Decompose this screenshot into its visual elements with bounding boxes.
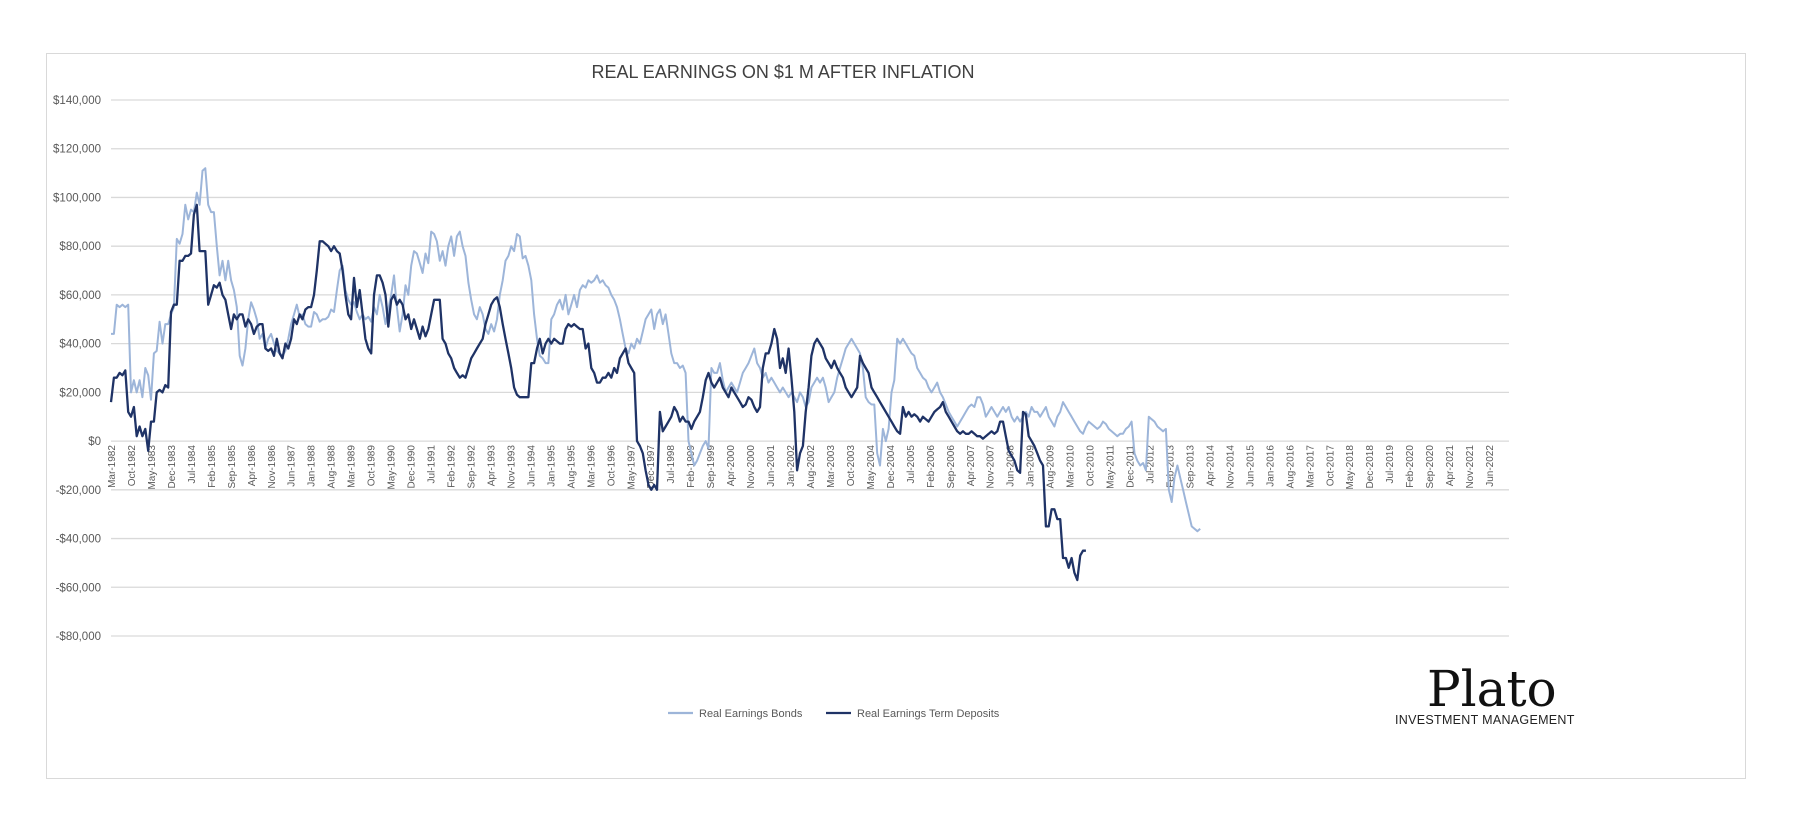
x-tick-label: Nov-2007 — [986, 445, 997, 489]
x-tick-label: Apr-2007 — [966, 445, 977, 487]
x-tick-label: Oct-2003 — [846, 445, 857, 487]
x-tick-label: Oct-2010 — [1086, 445, 1097, 487]
logo-subtitle: INVESTMENT MANAGEMENT — [1395, 713, 1575, 727]
series-line-0 — [111, 167, 1201, 533]
x-tick-label: Feb-2020 — [1405, 445, 1416, 488]
y-tick-label: $140,000 — [53, 95, 101, 107]
logo-wordmark: Plato — [1427, 660, 1557, 718]
x-tick-label: May-1983 — [147, 445, 158, 490]
x-tick-label: Oct-2017 — [1325, 445, 1336, 487]
x-tick-label: May-2018 — [1345, 445, 1356, 490]
x-tick-label: Jun-2008 — [1006, 445, 1017, 487]
x-tick-label: Nov-2014 — [1225, 445, 1236, 489]
plato-logo: Plato INVESTMENT MANAGEMENT — [1395, 660, 1575, 727]
x-tick-label: Jun-2022 — [1485, 445, 1496, 487]
x-tick-label: Feb-1999 — [686, 445, 697, 488]
x-tick-label: Dec-1983 — [167, 445, 178, 489]
x-tick-label: Aug-2016 — [1285, 445, 1296, 489]
legend-label-bonds: Real Earnings Bonds — [699, 708, 803, 720]
x-tick-label: Mar-2010 — [1066, 445, 1077, 488]
x-tick-label: Apr-1993 — [486, 445, 497, 487]
legend-label-term-deposits: Real Earnings Term Deposits — [857, 708, 1000, 720]
x-tick-label: Jul-2005 — [906, 445, 917, 484]
x-tick-label: Sep-2013 — [1185, 445, 1196, 489]
x-tick-label: May-2011 — [1106, 445, 1117, 489]
x-tick-label: Jan-2016 — [1265, 445, 1276, 487]
x-tick-label: Feb-1992 — [447, 445, 458, 488]
x-tick-label: Nov-2000 — [746, 445, 757, 489]
x-tick-label: Jan-1995 — [546, 445, 557, 487]
series-line-1 — [109, 203, 1086, 582]
y-tick-label: $40,000 — [59, 339, 101, 351]
x-tick-label: Feb-2006 — [926, 445, 937, 488]
x-tick-label: Nov-1986 — [267, 445, 278, 489]
x-tick-label: Nov-1993 — [506, 445, 517, 489]
x-tick-label: Sep-1985 — [227, 445, 238, 489]
x-tick-label: Oct-1996 — [606, 445, 617, 487]
x-tick-label: Jan-2002 — [786, 445, 797, 487]
chart-title: REAL EARNINGS ON $1 M AFTER INFLATION — [591, 62, 974, 82]
y-tick-label: $80,000 — [59, 241, 101, 253]
y-tick-label: -$60,000 — [56, 582, 101, 594]
line-chart: REAL EARNINGS ON $1 M AFTER INFLATION $1… — [53, 62, 1575, 727]
y-tick-label: $60,000 — [59, 290, 101, 302]
series-lines — [109, 167, 1201, 582]
x-tick-label: Feb-1985 — [207, 445, 218, 488]
x-tick-label: Jun-2001 — [766, 445, 777, 487]
x-tick-label: Mar-1989 — [347, 445, 358, 488]
y-tick-label: -$40,000 — [56, 534, 101, 546]
gridlines — [111, 99, 1509, 637]
x-tick-label: Jul-1998 — [666, 445, 677, 484]
x-tick-label: Jan-1988 — [307, 445, 318, 487]
x-tick-label: Mar-2017 — [1305, 445, 1316, 488]
y-tick-label: $100,000 — [53, 192, 101, 204]
x-tick-label: Jan-2009 — [1026, 445, 1037, 487]
x-tick-label: Aug-1988 — [327, 445, 338, 489]
x-tick-label: Nov-2021 — [1465, 445, 1476, 489]
x-tick-label: Jul-1991 — [427, 445, 438, 484]
legend: Real Earnings Bonds Real Earnings Term D… — [668, 708, 1000, 720]
x-tick-label: Jun-1987 — [287, 445, 298, 487]
x-tick-label: Apr-2014 — [1205, 445, 1216, 487]
x-tick-label: Aug-1995 — [566, 445, 577, 489]
x-tick-label: Oct-1989 — [367, 445, 378, 487]
x-tick-label: Apr-2000 — [726, 445, 737, 487]
x-tick-label: Aug-2002 — [806, 445, 817, 489]
x-tick-label: Oct-1982 — [127, 445, 138, 487]
x-tick-label: Sep-2006 — [946, 445, 957, 489]
y-tick-label: $20,000 — [59, 387, 101, 399]
x-tick-label: Mar-1982 — [107, 445, 118, 488]
x-tick-label: Dec-1990 — [407, 445, 418, 489]
x-tick-label: Apr-1986 — [247, 445, 258, 487]
x-tick-label: Jun-2015 — [1245, 445, 1256, 487]
x-tick-label: Mar-1996 — [586, 445, 597, 488]
y-tick-label: -$80,000 — [56, 631, 101, 643]
x-tick-label: May-2004 — [866, 445, 877, 490]
x-tick-label: Dec-1997 — [646, 445, 657, 489]
y-axis-ticks: $140,000 $120,000 $100,000 $80,000 $60,000 $4… — [53, 95, 101, 643]
x-tick-label: Sep-2020 — [1425, 445, 1436, 489]
x-tick-label: Sep-1999 — [706, 445, 717, 489]
chart-container: REAL EARNINGS ON $1 M AFTER INFLATION $1… — [46, 53, 1746, 779]
y-tick-label: -$20,000 — [56, 485, 101, 497]
x-tick-label: Dec-2004 — [886, 445, 897, 489]
y-tick-label: $0 — [88, 436, 101, 448]
x-tick-label: Mar-2003 — [826, 445, 837, 488]
x-axis-ticks: Mar-1982 Oct-1982 May-1983 Dec-1983 Jul-1984… — [107, 445, 1496, 490]
x-tick-label: May-1990 — [387, 445, 398, 490]
x-tick-label: Apr-2021 — [1445, 445, 1456, 487]
x-tick-label: May-1997 — [626, 445, 637, 490]
x-tick-label: Jul-2019 — [1385, 445, 1396, 484]
x-tick-label: Dec-2011 — [1126, 445, 1137, 488]
x-tick-label: Jun-1994 — [526, 445, 537, 487]
x-tick-label: Feb-2013 — [1165, 445, 1176, 488]
y-tick-label: $120,000 — [53, 144, 101, 156]
x-tick-label: Sep-1992 — [466, 445, 477, 489]
x-tick-label: Jul-1984 — [187, 445, 198, 484]
x-tick-label: Jul-2012 — [1146, 445, 1157, 484]
x-tick-label: Aug-2009 — [1046, 445, 1057, 489]
x-tick-label: Dec-2018 — [1365, 445, 1376, 489]
